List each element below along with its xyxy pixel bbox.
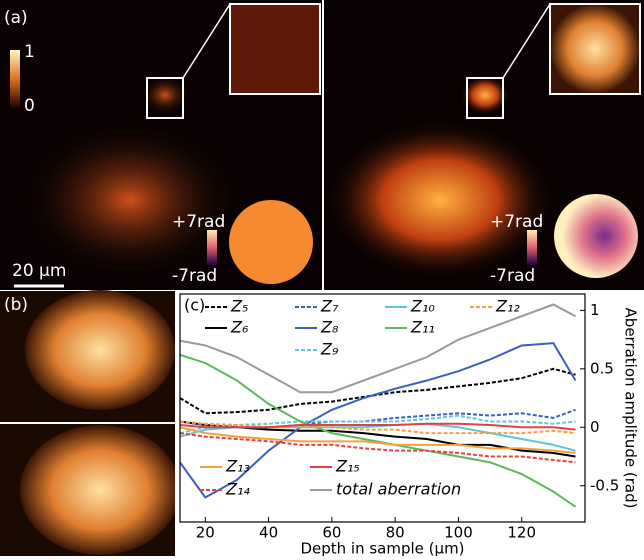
colorbar [10,50,20,108]
legend-label: Z₅ [230,297,248,316]
legend-label: Z₁₁ [410,318,435,337]
phase-max: +7rad [490,212,543,232]
y-tick-label: 0.5 [590,359,614,377]
series-line [180,303,576,394]
panel-label: (c) [184,296,205,315]
panel-label: (a) [4,8,28,28]
y-axis-label: Aberration amplitude (rad) [622,308,640,509]
x-tick-label: 80 [386,524,405,542]
panel-b: (b) [0,290,180,556]
colorbar-label: 0 [24,96,35,116]
y-tick-label: 1 [590,301,600,319]
cells [25,290,175,410]
legend-label: total aberration [336,480,461,499]
panel-label: (b) [4,295,28,315]
series-line [180,422,576,431]
x-tick-label: 100 [444,524,473,542]
series-line [180,432,576,464]
phase-colorbar [207,230,217,265]
pupil-phase [554,194,638,278]
inset-line [502,3,551,79]
inset [229,3,321,95]
legend-label: Z₁₂ [495,297,520,316]
y-tick-label: 0 [590,418,600,436]
scale-label: 20 μm [12,261,66,281]
phase-max: +7rad [172,212,225,232]
plot-frame [179,293,586,523]
legend-label: Z₆ [230,318,249,337]
panel-c: 20 40 60 80 100 120 1 0.5 0 -0.5 Depth in sample (… [175,291,644,558]
cells [325,120,555,280]
x-tick-label: 20 [196,524,215,542]
legend-label: Z₇ [320,297,339,316]
x-axis-label: Depth in sample (μm) [300,540,464,557]
phase-min: -7rad [172,266,217,286]
legend-label: Z₉ [320,340,339,359]
x-tick-label: 40 [259,524,278,542]
series-line [180,353,577,508]
pupil-phase [229,200,313,284]
colorbar-label: 1 [24,42,35,62]
cells [140,75,190,115]
phase-colorbar [527,230,537,265]
cells [460,75,510,115]
series-line [180,342,577,499]
cells [20,425,180,555]
inset [549,3,641,95]
series-line [180,426,576,455]
y-tick-label: -0.5 [590,476,619,494]
legend-label: Z₈ [320,318,339,337]
roi [466,77,504,119]
panel-a: (a) 1 0 20 μm +7rad -7rad +7rad -7rad [0,0,644,290]
legend-label: Z₁₀ [410,297,435,316]
series-line [180,367,576,415]
phase-min: -7rad [490,266,535,286]
series-line [180,420,576,435]
inset-line [182,3,231,79]
x-tick-label: 120 [507,524,536,542]
legend-label: Z₁₃ [225,457,250,476]
roi [146,77,184,119]
x-tick-label: 60 [322,524,341,542]
legend-label: Z₁₄ [225,480,250,499]
cells [20,120,240,280]
legend-label: Z₁₅ [335,457,360,476]
